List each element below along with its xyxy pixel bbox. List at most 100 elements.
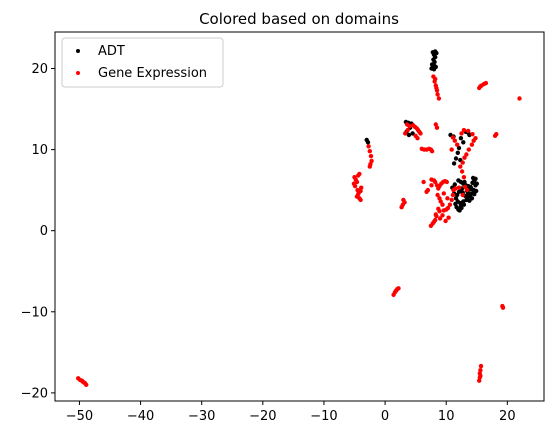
point-gene-expression [84, 382, 89, 387]
point-gene-expression [367, 149, 372, 154]
point-gene-expression [483, 80, 489, 86]
point-gene-expression [437, 209, 442, 214]
y-tick-label: 10 [31, 143, 48, 158]
point-adt [474, 181, 479, 186]
point-adt [456, 207, 461, 212]
point-adt [456, 145, 462, 151]
point-gene-expression [357, 171, 362, 177]
point-gene-expression [445, 196, 450, 201]
y-tick-label: 20 [31, 62, 48, 77]
point-gene-expression [418, 131, 423, 136]
point-gene-expression [436, 96, 442, 101]
point-gene-expression [405, 127, 410, 133]
point-gene-expression [464, 187, 470, 193]
point-gene-expression [433, 76, 438, 82]
point-gene-expression [461, 175, 467, 180]
point-gene-expression [366, 144, 371, 149]
point-adt [458, 136, 464, 141]
point-adt [453, 201, 458, 207]
point-gene-expression [450, 192, 456, 198]
point-gene-expression [431, 219, 437, 224]
x-tick-label: −40 [127, 409, 154, 424]
x-tick-label: −30 [188, 409, 215, 424]
legend-label-gene-expression: Gene Expression [98, 66, 207, 81]
point-adt [410, 131, 415, 136]
point-gene-expression [434, 125, 440, 130]
point-gene-expression [428, 223, 434, 228]
point-gene-expression [470, 132, 475, 137]
point-gene-expression [358, 197, 363, 203]
point-gene-expression [421, 179, 426, 185]
x-tick-label: −50 [66, 409, 93, 424]
point-adt [451, 161, 457, 166]
point-gene-expression [460, 160, 465, 165]
point-gene-expression [453, 186, 458, 191]
x-tick-label: 10 [438, 409, 455, 424]
point-gene-expression [450, 135, 456, 140]
point-gene-expression [478, 84, 483, 89]
point-gene-expression [466, 147, 471, 152]
point-adt [365, 140, 371, 145]
x-tick-label: 0 [381, 409, 389, 424]
point-gene-expression [494, 132, 499, 137]
point-gene-expression [446, 215, 451, 220]
plot-frame [54, 31, 545, 402]
y-axis: −20 −10 0 10 20 [21, 62, 55, 401]
x-axis: −50 −40 −30 −20 −10 0 10 20 [66, 401, 516, 424]
point-gene-expression [435, 92, 440, 97]
point-gene-expression [517, 96, 522, 101]
point-adt [406, 132, 412, 138]
point-adt [466, 191, 471, 196]
point-gene-expression [438, 199, 443, 204]
chart-title: Colored based on domains [199, 10, 399, 28]
point-adt [455, 150, 460, 155]
point-gene-expression [429, 183, 434, 188]
legend-marker-gene-expression [76, 71, 80, 75]
point-adt [453, 196, 459, 201]
point-gene-expression [433, 212, 438, 217]
y-tick-label: 0 [40, 224, 48, 239]
point-adt [429, 66, 434, 71]
point-gene-expression [456, 185, 462, 190]
point-adt [452, 182, 457, 187]
point-gene-expression [443, 218, 448, 224]
point-gene-expression [469, 142, 475, 147]
point-gene-expression [477, 378, 482, 383]
legend-box [61, 37, 224, 88]
point-adt [472, 192, 477, 197]
point-gene-expression [358, 188, 363, 194]
x-tick-label: −20 [249, 409, 276, 424]
point-gene-expression [415, 136, 420, 141]
y-tick-label: −20 [21, 386, 48, 401]
point-gene-expression [449, 197, 454, 203]
point-adt [453, 156, 459, 161]
point-gene-expression [399, 205, 404, 210]
points-layer [76, 49, 522, 387]
point-gene-expression [437, 216, 443, 221]
point-adt [462, 179, 467, 185]
legend: ADT Gene Expression [61, 37, 224, 88]
point-gene-expression [433, 179, 438, 185]
point-adt [456, 189, 462, 194]
point-adt [470, 175, 476, 181]
point-gene-expression [452, 138, 457, 143]
point-gene-expression [466, 128, 471, 134]
point-gene-expression [396, 286, 401, 291]
point-gene-expression [434, 85, 439, 91]
point-gene-expression [369, 158, 374, 164]
point-gene-expression [449, 147, 454, 152]
point-gene-expression [455, 142, 460, 147]
point-gene-expression [80, 379, 85, 384]
x-tick-label: −10 [310, 409, 337, 424]
point-adt [432, 63, 437, 69]
point-gene-expression [440, 202, 445, 207]
point-gene-expression [461, 127, 467, 133]
y-tick-label: −10 [21, 305, 48, 320]
point-gene-expression [429, 149, 435, 154]
point-gene-expression [447, 202, 453, 207]
point-gene-expression [458, 164, 463, 169]
legend-marker-adt [76, 49, 80, 53]
point-gene-expression [352, 183, 358, 189]
point-gene-expression [500, 305, 506, 310]
point-adt [461, 140, 466, 145]
